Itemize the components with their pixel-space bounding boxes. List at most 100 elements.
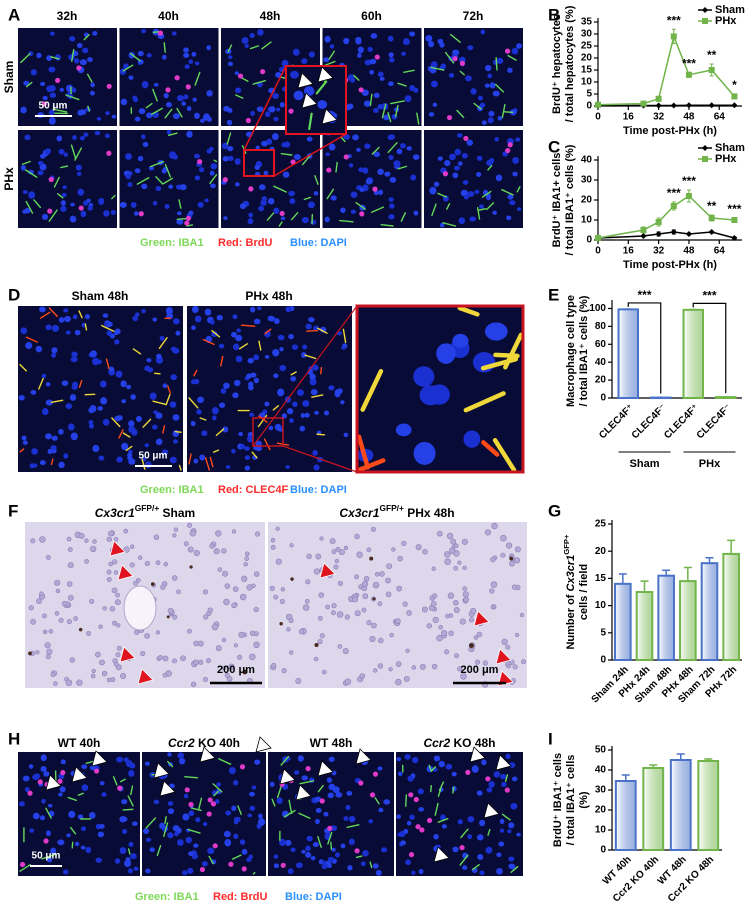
arrowhead xyxy=(199,746,216,763)
nucleus xyxy=(340,400,345,405)
marker xyxy=(685,102,692,109)
nucleus xyxy=(378,807,384,813)
nucleus xyxy=(225,810,232,816)
nucleus xyxy=(389,632,394,638)
nucleus xyxy=(108,366,115,372)
brdu-nucleus xyxy=(188,801,194,808)
nucleus xyxy=(437,38,444,45)
nucleus xyxy=(18,801,25,807)
nucleus xyxy=(270,538,276,543)
cell-process xyxy=(145,817,157,829)
nucleus xyxy=(195,817,201,823)
x-tick-label: 64 xyxy=(714,246,726,257)
arrowhead xyxy=(483,802,500,819)
nucleus xyxy=(307,201,315,209)
nucleus xyxy=(319,633,325,639)
nucleus xyxy=(47,449,53,454)
cell-process xyxy=(156,845,162,857)
nucleus xyxy=(447,592,455,599)
nucleus xyxy=(407,775,414,782)
image-background xyxy=(221,130,320,228)
text-part: WT 48h xyxy=(310,736,353,750)
nucleus xyxy=(367,46,373,52)
nucleus xyxy=(368,819,374,824)
nucleus xyxy=(36,598,42,605)
nucleus xyxy=(271,132,279,141)
nucleus xyxy=(209,170,215,176)
nucleus xyxy=(185,836,192,844)
cell-process xyxy=(199,417,207,421)
significance: *** xyxy=(637,288,651,302)
nucleus xyxy=(471,765,479,773)
nucleus xyxy=(218,402,226,408)
nucleus xyxy=(462,565,467,571)
cell-process xyxy=(416,112,420,125)
nucleus xyxy=(188,59,194,65)
nucleus xyxy=(32,774,40,781)
nucleus xyxy=(490,556,496,563)
cell-process xyxy=(167,760,174,768)
cell-process xyxy=(226,132,232,145)
nucleus xyxy=(278,427,284,432)
nucleus xyxy=(112,620,118,626)
cell-process xyxy=(316,433,326,436)
nucleus xyxy=(317,100,328,109)
nucleus xyxy=(98,624,103,629)
significance: *** xyxy=(727,202,741,216)
nucleus xyxy=(438,625,443,630)
nucleus xyxy=(232,343,240,351)
nucleus xyxy=(44,642,51,649)
nucleus xyxy=(461,152,468,159)
nucleus xyxy=(331,847,336,852)
nucleus xyxy=(128,458,136,465)
nucleus xyxy=(324,216,330,223)
nucleus xyxy=(171,575,178,581)
nucleus xyxy=(516,43,523,49)
nucleus xyxy=(499,773,507,780)
nucleus xyxy=(402,39,410,46)
nucleus xyxy=(269,585,275,591)
nucleus xyxy=(332,786,340,794)
nucleus xyxy=(73,616,78,621)
nucleus xyxy=(239,593,247,601)
nucleus xyxy=(507,829,512,834)
nucleus xyxy=(30,538,36,544)
nucleus xyxy=(280,216,286,221)
stain-legend: Green: IBA1 xyxy=(140,484,204,496)
nucleus xyxy=(268,425,274,431)
brdu-nucleus xyxy=(94,768,100,774)
arrowhead xyxy=(159,780,176,797)
nucleus xyxy=(116,623,121,628)
cell-process xyxy=(457,305,480,317)
nucleus xyxy=(43,771,50,777)
nucleus xyxy=(190,420,196,427)
panel-label: I xyxy=(548,729,553,748)
nucleus xyxy=(121,399,127,404)
nucleus xyxy=(446,532,454,540)
cell-process xyxy=(437,817,449,823)
cell-process xyxy=(434,802,439,816)
y-tick-label: 10 xyxy=(581,77,593,88)
nucleus xyxy=(99,781,105,786)
cell-process xyxy=(39,311,51,319)
cell-process xyxy=(330,841,333,850)
cell-process xyxy=(257,414,268,428)
micrograph xyxy=(187,305,352,472)
nucleus xyxy=(372,863,379,869)
text-part: / total hepatocytes (%) xyxy=(564,5,576,122)
nucleus xyxy=(168,184,174,189)
x-tick-label: 0 xyxy=(595,246,601,257)
text-part: BrdU⁺ hepatocytes xyxy=(551,14,563,114)
nucleus xyxy=(258,813,263,819)
cell-process xyxy=(251,451,258,459)
nucleus xyxy=(187,867,194,874)
significance: *** xyxy=(667,186,681,200)
nucleus xyxy=(289,198,296,205)
cell-process xyxy=(150,107,163,115)
cell-process xyxy=(122,432,131,438)
nucleus xyxy=(155,186,162,192)
nucleus xyxy=(234,158,241,165)
micrograph xyxy=(268,752,394,876)
nucleus xyxy=(125,174,131,180)
nucleus xyxy=(31,448,39,455)
